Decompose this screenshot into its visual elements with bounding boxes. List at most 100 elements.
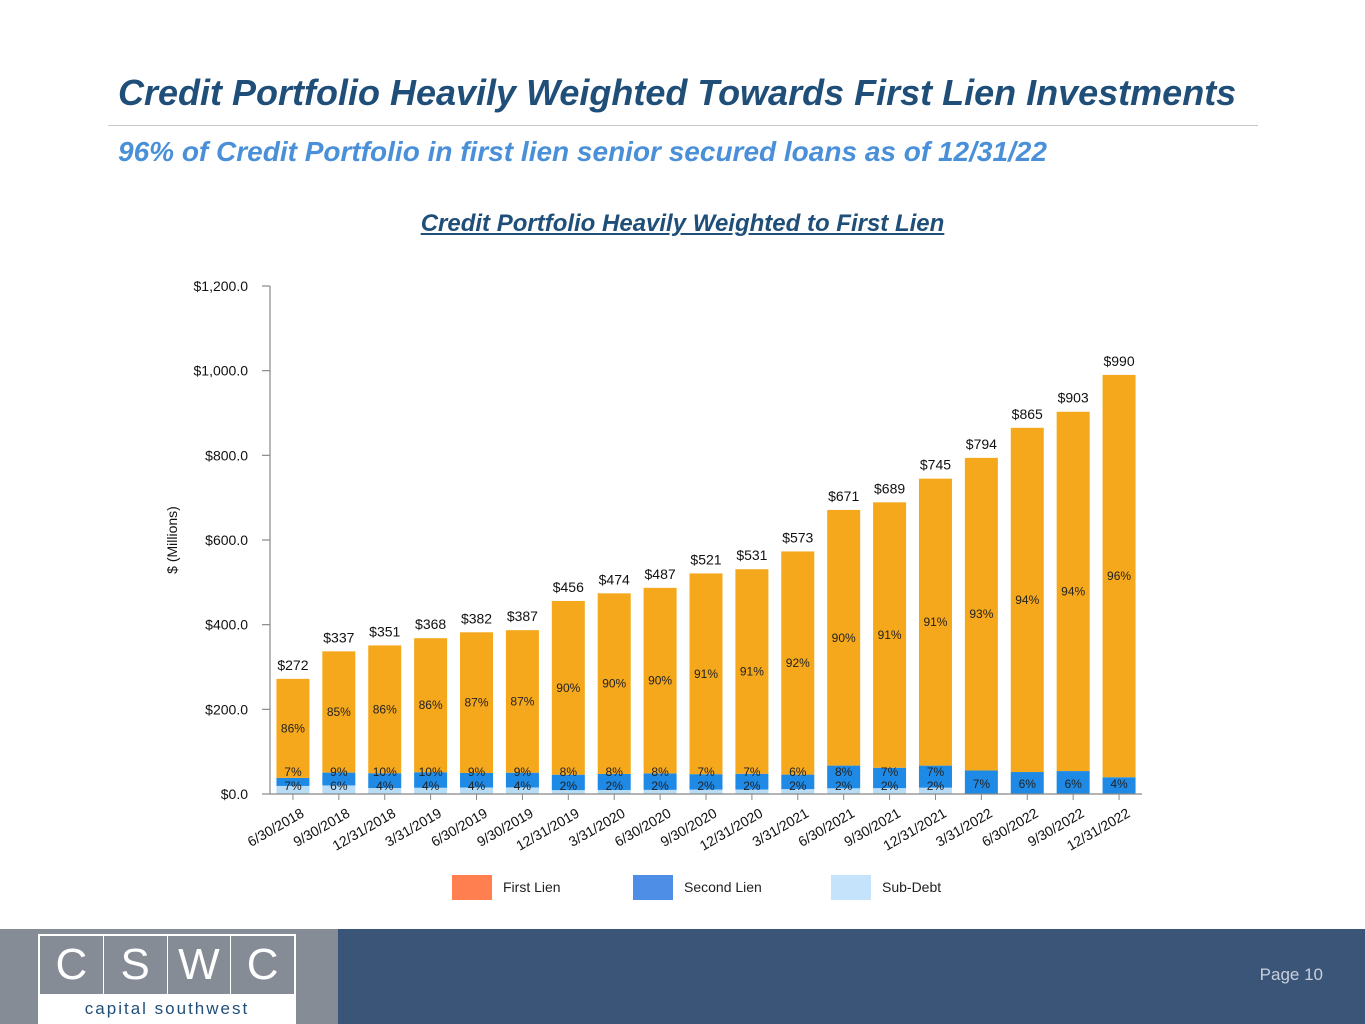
bar-first-lien [964,457,998,771]
y-tick-label: $1,000.0 [194,363,249,379]
first-lien-pct-label: 86% [281,721,305,735]
bar-second-lien [964,770,998,794]
first-lien-pct-label: 94% [1015,593,1039,607]
chart-title: Credit Portfolio Heavily Weighted to Fir… [420,210,945,237]
second-lien-pct-label: 7% [973,777,991,791]
total-label: $272 [277,657,308,673]
bar-first-lien [460,632,494,773]
bar-first-lien [873,502,907,768]
bar-sub-debt [551,790,585,794]
bar-second-lien [643,773,677,790]
y-axis-title: $ (Millions) [164,506,180,574]
sub-debt-pct-label: 6% [330,779,348,793]
bar-first-lien [505,630,539,773]
first-lien-pct-label: 91% [923,615,947,629]
bar-first-lien [368,645,402,774]
page-subtitle: 96% of Credit Portfolio in first lien se… [118,136,1047,167]
footer-bar: C S W C capital southwest Page 10 [0,929,1365,1024]
first-lien-pct-label: 92% [786,656,810,670]
sub-debt-pct-label: 2% [881,779,899,793]
bar-second-lien [414,772,448,788]
y-tick-label: $800.0 [205,447,248,463]
bar-second-lien [918,765,952,788]
total-label: $903 [1058,390,1089,406]
sub-debt-pct-label: 4% [468,779,486,793]
sub-debt-pct-label: 2% [560,779,578,793]
legend-second-lien-swatch [633,875,673,900]
second-lien-pct-label: 10% [419,765,443,779]
first-lien-pct-label: 87% [510,694,534,708]
second-lien-pct-label: 7% [743,765,761,779]
bar-first-lien [414,638,448,773]
first-lien-pct-label: 90% [556,681,580,695]
second-lien-pct-label: 4% [1110,777,1128,791]
sub-debt-pct-label: 2% [835,779,853,793]
second-lien-pct-label: 6% [1019,777,1037,791]
sub-debt-pct-label: 4% [422,779,440,793]
total-label: $456 [553,579,584,595]
cswc-logo: C S W C capital southwest [38,934,296,1024]
bar-sub-debt [368,788,402,794]
legend-sub-debt-swatch [831,875,871,900]
first-lien-pct-label: 85% [327,705,351,719]
logo-letter: W [168,936,232,994]
legend-first-lien-label: First Lien [503,879,561,895]
bar-first-lien [1056,411,1090,772]
footer-logo-panel: C S W C capital southwest [0,929,338,1024]
sub-debt-pct-label: 4% [514,779,532,793]
first-lien-pct-label: 87% [465,696,489,710]
bar-sub-debt [414,787,448,794]
bar-first-lien [735,569,769,774]
bar-second-lien [597,773,631,790]
total-label: $521 [690,551,721,567]
bar-first-lien [643,587,677,774]
legend-sub-debt-label: Sub-Debt [882,879,942,895]
logo-tagline: capital southwest [40,994,294,1024]
bar-second-lien [460,772,494,788]
y-tick-label: $400.0 [205,617,248,633]
bar-second-lien [276,777,310,786]
bar-sub-debt [873,788,907,794]
total-label: $573 [782,529,813,545]
logo-letter: C [246,940,279,989]
bar-second-lien [735,773,769,790]
bar-first-lien [781,551,815,775]
first-lien-pct-label: 90% [648,674,672,688]
bar-sub-debt [643,789,677,794]
total-label: $382 [461,610,492,626]
sub-debt-pct-label: 2% [606,779,624,793]
y-axis: $0.0 $200.0 $400.0 $600.0 $800.0 $1,000.0 $1,2… [164,278,271,802]
y-tick-label: $200.0 [205,701,248,717]
bar-first-lien [322,651,356,773]
first-lien-pct-label: 91% [740,664,764,678]
bar-first-lien [551,600,585,775]
page-title: Credit Portfolio Heavily Weighted Toward… [118,72,1237,113]
total-label: $689 [874,480,905,496]
total-label: $794 [966,436,997,452]
sub-debt-pct-label: 2% [651,779,669,793]
bar-sub-debt [918,787,952,794]
logo-letter: S [104,936,168,994]
first-lien-pct-label: 90% [602,677,626,691]
sub-debt-pct-label: 2% [927,779,945,793]
bar-second-lien [322,772,356,786]
legend-first-lien-swatch [452,875,492,900]
bar-sub-debt [827,788,861,794]
bar-second-lien [368,773,402,789]
bar-second-lien [505,772,539,788]
bar-second-lien [1010,772,1044,794]
bar-first-lien [689,573,723,775]
total-label: $865 [1012,406,1043,422]
bar-sub-debt [689,789,723,794]
bar-sub-debt [781,789,815,794]
total-label: $531 [736,547,767,563]
logo-letter: C [40,936,104,994]
sub-debt-pct-label: 7% [284,779,302,793]
second-lien-pct-label: 9% [468,765,486,779]
total-label: $474 [599,571,630,587]
second-lien-pct-label: 7% [927,765,945,779]
bar-sub-debt [735,789,769,794]
first-lien-pct-label: 86% [419,698,443,712]
second-lien-pct-label: 8% [560,765,578,779]
second-lien-pct-label: 10% [373,765,397,779]
